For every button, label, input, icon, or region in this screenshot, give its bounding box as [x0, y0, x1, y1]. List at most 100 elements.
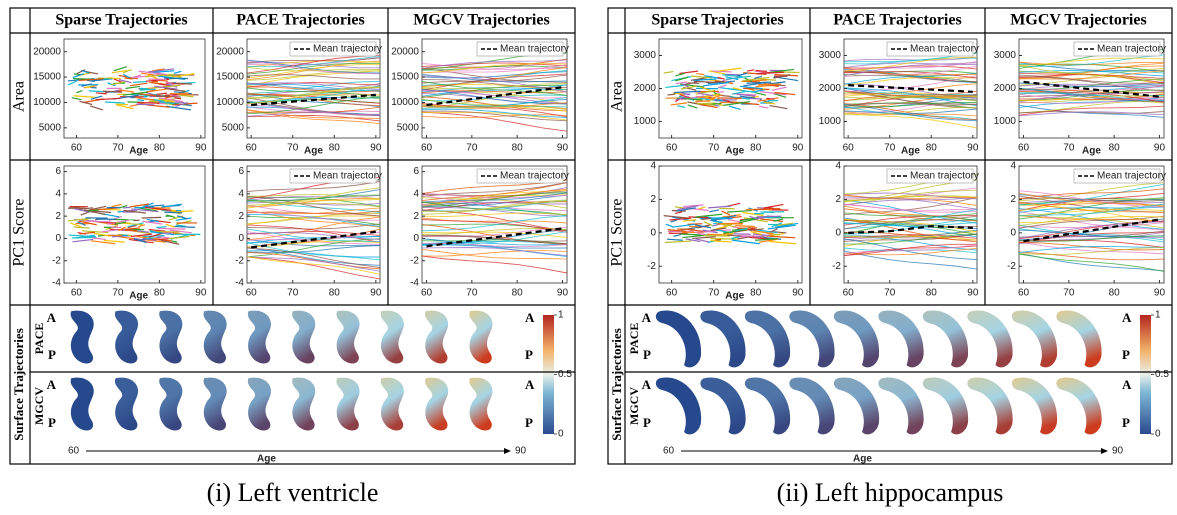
mean-trajectory — [848, 84, 973, 93]
trajectory — [737, 227, 758, 229]
mean-trajectory — [1023, 218, 1160, 243]
trajectory — [118, 89, 134, 93]
trajectory — [122, 68, 132, 74]
trajectory — [843, 102, 978, 107]
trajectory — [673, 233, 681, 237]
trajectory — [695, 213, 723, 218]
trajectory — [246, 55, 381, 68]
y-tick-label: 10000 — [391, 97, 419, 108]
trajectory — [421, 215, 568, 232]
trajectory — [710, 227, 727, 232]
trajectory — [246, 57, 381, 64]
trajectory — [843, 83, 978, 95]
trajectory — [421, 192, 568, 203]
trajectory — [766, 232, 774, 237]
age-label: Age — [257, 454, 276, 465]
trajectory — [246, 114, 381, 122]
x-tick-label: 60 — [1018, 288, 1030, 299]
y-tick-label: 10000 — [33, 97, 61, 108]
trajectory — [421, 63, 568, 74]
trajectory — [843, 62, 978, 77]
panel-border — [9, 7, 576, 465]
trajectory — [161, 203, 183, 208]
surface-shape — [744, 377, 791, 435]
trajectory — [421, 206, 568, 217]
trajectory — [133, 238, 147, 244]
y-tick-label: 15000 — [33, 72, 61, 83]
trajectory — [1018, 220, 1165, 240]
x-tick-label: 70 — [1063, 143, 1075, 154]
x-tick-label: 70 — [466, 288, 478, 299]
trajectory — [165, 223, 175, 228]
trajectory — [725, 75, 751, 80]
trajectory — [133, 230, 152, 235]
colorbar-label: 1 — [1155, 310, 1161, 321]
surface-shape — [380, 310, 404, 364]
trajectory — [246, 256, 381, 280]
trajectory — [755, 69, 768, 72]
trajectory — [79, 100, 93, 106]
y-tick-label: -4 — [235, 278, 244, 289]
surface-shape — [1011, 377, 1058, 435]
trajectory — [158, 97, 183, 103]
trajectory — [118, 205, 128, 209]
surface-shape — [922, 310, 969, 368]
legend-box — [476, 168, 564, 184]
x-tick-label: 70 — [112, 288, 124, 299]
column-header: Sparse Trajectories — [651, 12, 783, 29]
trajectory — [679, 233, 701, 236]
trajectory — [130, 82, 148, 87]
trajectory — [727, 218, 743, 223]
trajectory — [843, 76, 978, 86]
panel-border — [607, 7, 1173, 465]
trajectory — [749, 228, 764, 231]
trajectory — [76, 89, 83, 94]
y-tick-label: 0 — [238, 233, 244, 244]
trajectory — [90, 95, 103, 100]
column-header: Sparse Trajectories — [55, 12, 187, 29]
trajectory — [144, 204, 165, 208]
trajectory — [246, 86, 381, 100]
trajectory — [113, 78, 123, 83]
trajectory — [771, 222, 783, 228]
legend-label: Mean trajectory — [1097, 44, 1166, 55]
mean-trajectory — [1023, 80, 1160, 98]
trajectory — [421, 238, 568, 249]
trajectory — [146, 218, 160, 223]
trajectory — [74, 208, 89, 213]
legend-box — [289, 41, 377, 57]
y-tick-label: 6 — [55, 166, 61, 177]
legend-box — [1073, 41, 1161, 57]
trajectory — [87, 209, 99, 212]
trajectory — [743, 87, 770, 91]
trajectory — [844, 233, 978, 245]
trajectory — [137, 207, 158, 212]
trajectory — [774, 222, 794, 227]
trajectory — [246, 181, 381, 192]
trajectory — [1018, 96, 1165, 104]
row-label: Area — [609, 81, 626, 112]
trajectory — [843, 112, 978, 129]
trajectory — [843, 238, 978, 261]
surface-row-label: PACE — [627, 323, 641, 355]
trajectory — [843, 61, 978, 71]
trajectory — [148, 232, 163, 238]
x-tick-label: 60 — [666, 288, 678, 299]
trajectory — [175, 217, 192, 221]
y-tick-label: 2 — [835, 194, 841, 205]
y-tick-label: 5000 — [397, 122, 420, 133]
trajectory — [92, 237, 107, 241]
trajectory — [127, 224, 137, 229]
y-tick-label: 1000 — [994, 116, 1017, 127]
x-axis-label: Age — [304, 146, 323, 157]
x-tick-label: 90 — [1154, 288, 1166, 299]
trajectory — [421, 242, 568, 246]
trajectory — [103, 239, 125, 243]
trajectory — [843, 233, 978, 242]
trajectory — [246, 256, 381, 275]
trajectory — [71, 97, 82, 101]
trajectory — [79, 78, 104, 81]
trajectory — [732, 101, 760, 106]
trajectory — [699, 216, 727, 220]
trajectory — [131, 74, 142, 79]
